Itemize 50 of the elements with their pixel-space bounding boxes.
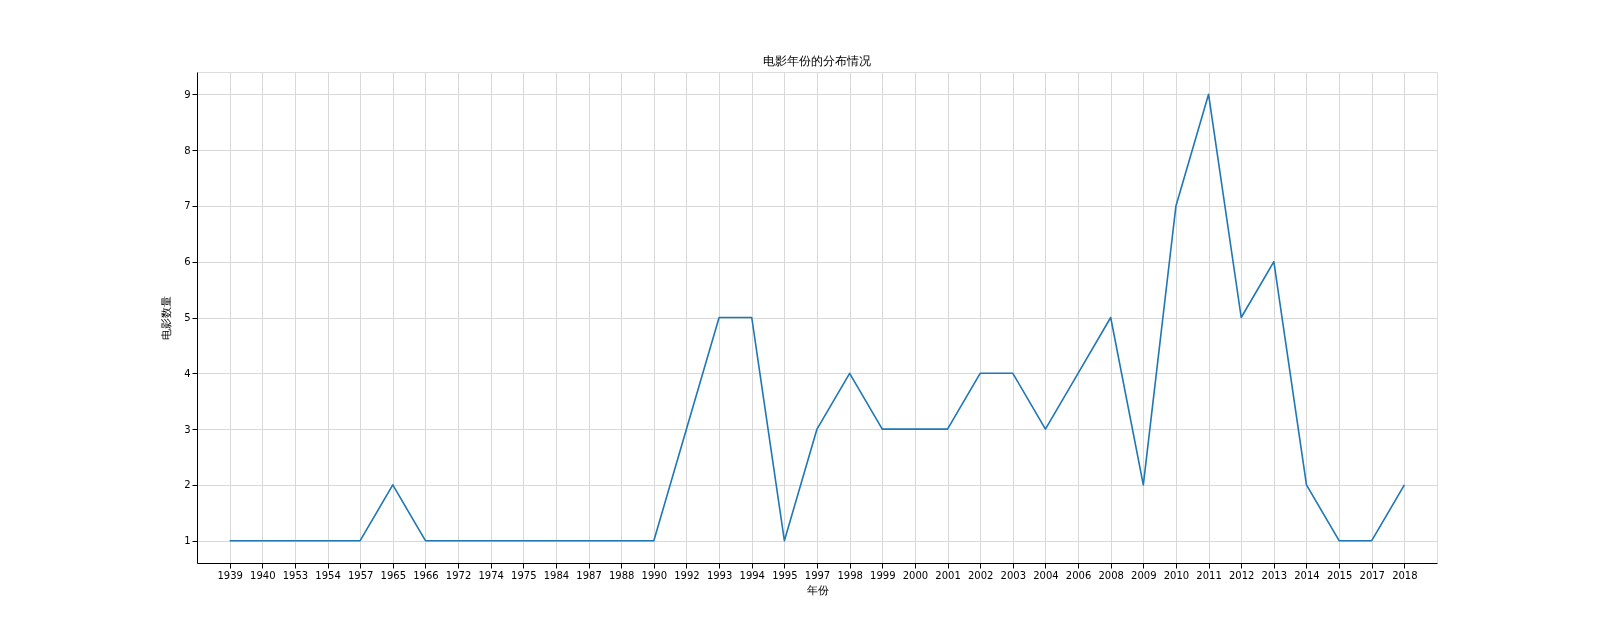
x-tick-label: 1965 — [380, 569, 407, 581]
x-tick-label: 2004 — [1033, 569, 1059, 581]
x-tick-label: 2006 — [1065, 569, 1092, 581]
y-axis-title: 电影数量 — [160, 296, 174, 340]
x-tick-label: 2012 — [1228, 569, 1255, 581]
x-tick-label: 1939 — [217, 569, 243, 581]
x-tick-label: 1954 — [315, 569, 341, 581]
x-tick-label: 2011 — [1196, 569, 1222, 581]
y-tick-label: 1 — [184, 535, 191, 547]
x-tick-label: 1953 — [282, 569, 309, 581]
line-series — [228, 93, 1406, 542]
x-tick-label: 2017 — [1359, 569, 1385, 581]
x-tick-label: 2008 — [1098, 569, 1124, 581]
x-tick-label: 2000 — [902, 569, 929, 581]
x-tick-label: 1995 — [772, 569, 798, 581]
x-tick-label: 1974 — [478, 569, 504, 581]
y-tick-label: 7 — [184, 200, 191, 212]
x-tick-label: 1990 — [641, 569, 668, 581]
x-tick-label: 1975 — [511, 569, 537, 581]
x-tick-label: 2013 — [1261, 569, 1288, 581]
y-tick-label: 8 — [184, 144, 191, 156]
y-tick-label: 6 — [184, 256, 191, 268]
x-tick-label: 1984 — [543, 569, 570, 581]
x-tick-label: 1992 — [674, 569, 700, 581]
x-tick-label: 2018 — [1392, 569, 1418, 581]
chart-title: 电影年份的分布情况 — [763, 54, 871, 68]
x-tick-label: 2003 — [1000, 569, 1027, 581]
x-tick-label: 1994 — [739, 569, 765, 581]
x-tick-label: 1997 — [804, 569, 831, 581]
x-tick-label: 1966 — [413, 569, 439, 581]
y-tick-label: 2 — [184, 479, 191, 491]
x-tick-label: 2014 — [1294, 569, 1320, 581]
x-tick-label: 1999 — [870, 569, 896, 581]
x-tick-label: 2015 — [1326, 569, 1353, 581]
x-tick-label: 2002 — [967, 569, 994, 581]
y-tick-label: 3 — [184, 423, 191, 435]
x-tick-label: 1957 — [347, 569, 374, 581]
x-tick-label: 1972 — [445, 569, 472, 581]
x-tick-label: 1998 — [837, 569, 863, 581]
x-tick-label: 1987 — [576, 569, 602, 581]
x-tick-label: 2009 — [1131, 569, 1157, 581]
x-tick-label: 2001 — [935, 569, 961, 581]
y-tick-label: 4 — [184, 367, 191, 379]
x-tick-label: 1993 — [706, 569, 733, 581]
x-axis-title: 年份 — [806, 583, 829, 597]
x-tick-label: 1988 — [608, 569, 635, 581]
y-tick-label: 9 — [184, 88, 191, 100]
x-tick-label: 2010 — [1163, 569, 1190, 581]
x-tick-label: 1940 — [250, 569, 276, 581]
y-tick-label: 5 — [184, 312, 191, 323]
